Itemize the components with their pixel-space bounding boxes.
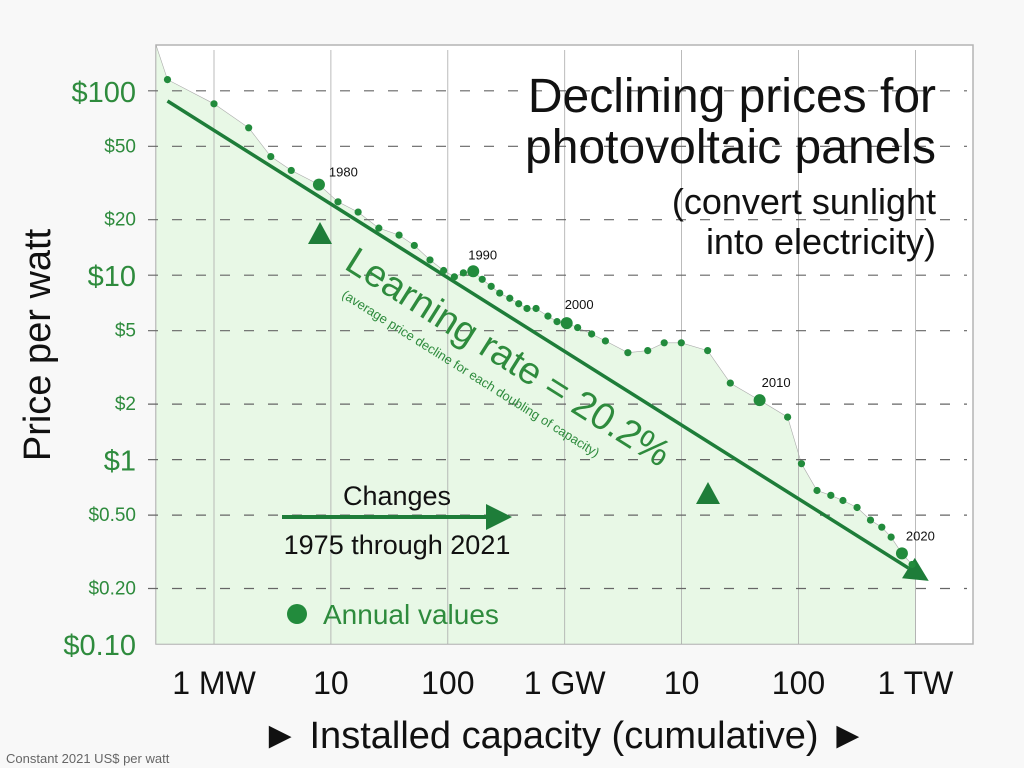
legend-marker [287, 604, 307, 624]
data-point [210, 100, 218, 108]
x-tick-label: 1 MW [172, 665, 256, 701]
chart-title-line-1: Declining prices for [528, 70, 936, 123]
year-label-1980: 1980 [329, 165, 358, 180]
data-point [601, 337, 610, 345]
legend-label: Annual values [323, 599, 499, 630]
y-tick-label: $10 [88, 261, 136, 293]
y-tick-label: $5 [115, 321, 136, 342]
data-point [375, 224, 383, 232]
data-point [784, 413, 792, 421]
x-tick-label: 1 TW [877, 665, 954, 701]
data-point [560, 317, 573, 330]
year-label-2010: 2010 [762, 375, 791, 390]
y-tick-label: $2 [115, 394, 136, 415]
chart-title-line-2: photovoltaic panels [525, 121, 936, 174]
data-point [660, 339, 668, 347]
data-point [410, 241, 418, 250]
data-point [908, 560, 916, 569]
data-point [354, 208, 362, 216]
data-point [459, 269, 468, 277]
data-point [467, 265, 480, 278]
data-point [895, 547, 908, 560]
data-point [487, 282, 495, 290]
slope-triangle-lower [696, 482, 720, 504]
changes-period-label: 1975 through 2021 [284, 530, 511, 560]
data-point [450, 273, 458, 281]
data-point [677, 339, 685, 347]
chart-subtitle-line-2: into electricity) [706, 221, 936, 262]
trend-line [166, 99, 910, 570]
year-label-2000: 2000 [565, 297, 594, 312]
data-point [887, 533, 895, 541]
data-point [163, 76, 172, 84]
x-tick-label: 100 [421, 665, 474, 701]
year-label-2020: 2020 [906, 528, 935, 543]
y-tick-label: $1 [104, 446, 136, 478]
data-point [523, 304, 531, 313]
y-tick-label: $0.10 [63, 630, 136, 662]
data-point [287, 166, 295, 175]
data-point [624, 349, 632, 357]
data-point [334, 198, 342, 206]
data-point [644, 347, 652, 355]
data-point [866, 516, 875, 524]
data-point [544, 312, 552, 320]
data-point [515, 300, 523, 308]
price-area [155, 44, 916, 645]
data-point [797, 460, 806, 468]
data-point [574, 323, 582, 332]
x-tick-label: 10 [664, 665, 700, 701]
data-point [553, 318, 561, 326]
data-point [704, 347, 712, 355]
y-tick-label: $100 [71, 77, 136, 109]
footnote: Constant 2021 US$ per watt [6, 751, 170, 766]
y-tick-label: $0.50 [88, 505, 136, 526]
data-point [813, 486, 821, 495]
data-point [245, 124, 253, 132]
y-tick-label: $0.20 [88, 578, 136, 599]
data-point [395, 231, 403, 239]
data-point [506, 294, 514, 302]
y-axis-label: Price per watt [17, 228, 59, 461]
chart-subtitle-line-1: (convert sunlight [672, 181, 936, 222]
data-point [532, 304, 540, 313]
data-point [312, 178, 325, 191]
data-point [827, 491, 835, 499]
y-tick-label: $20 [104, 210, 136, 231]
x-tick-label: 10 [313, 665, 349, 701]
x-tick-label: 1 GW [524, 665, 607, 701]
data-point [496, 289, 504, 297]
changes-label: Changes [343, 481, 451, 511]
data-point [753, 394, 766, 407]
data-point [839, 496, 847, 505]
data-point [267, 152, 275, 161]
data-point [478, 275, 486, 283]
data-point [440, 266, 448, 275]
trend-arrowhead [902, 557, 929, 581]
data-point [426, 256, 434, 264]
data-point [878, 523, 886, 531]
data-point [726, 379, 734, 387]
changes-arrowhead [486, 504, 512, 530]
y-tick-label: $50 [104, 136, 136, 157]
x-axis-label: ► Installed capacity (cumulative) ► [261, 715, 866, 757]
year-label-1990: 1990 [468, 247, 497, 262]
data-point [588, 330, 596, 338]
slope-triangle-upper [308, 222, 332, 244]
data-point [853, 503, 861, 512]
x-tick-label: 100 [772, 665, 825, 701]
